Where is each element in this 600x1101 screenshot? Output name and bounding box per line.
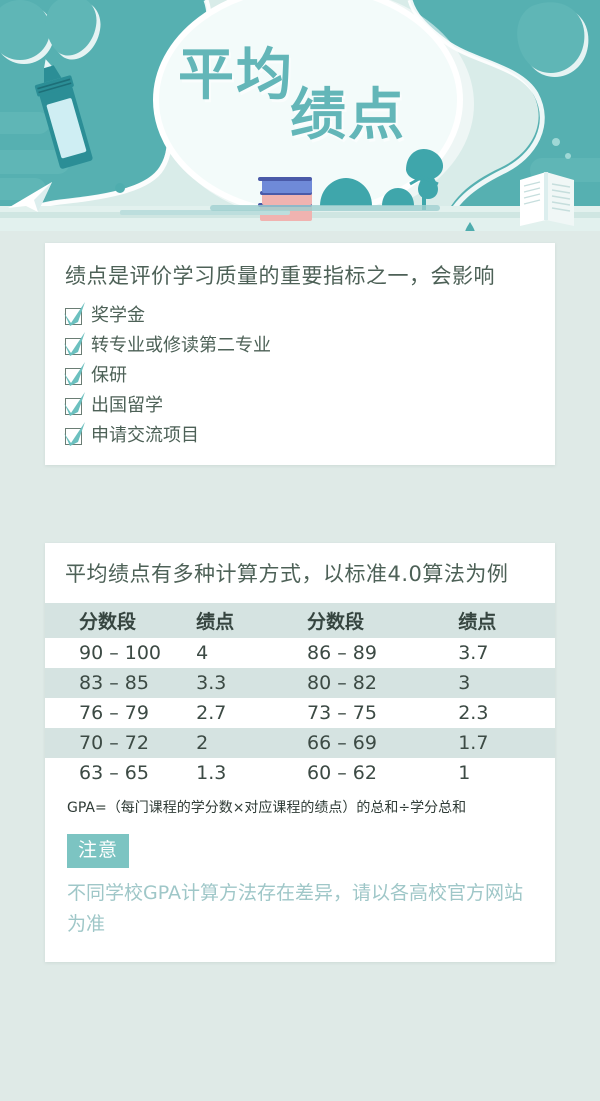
score-range-cell: 83 – 85: [79, 672, 149, 694]
score-range-cell: 86 – 89: [307, 642, 377, 664]
table-header-row: 分数段 绩点 分数段 绩点: [45, 603, 555, 638]
list-item[interactable]: 出国留学: [64, 391, 535, 421]
score-range-cell: 70 – 72: [79, 732, 149, 754]
gpa-formula: GPA=（每门课程的学分数×对应课程的绩点）的总和÷学分总和: [67, 800, 467, 816]
table-row: 90 – 100 4 86 – 89 3.7: [45, 638, 555, 668]
column-header: 绩点: [196, 611, 235, 633]
gpa-cell: 3: [458, 672, 471, 694]
score-range-cell: 63 – 65: [79, 762, 149, 784]
gpa-cell: 3.7: [458, 642, 489, 664]
checkbox-icon: [64, 331, 85, 356]
gpa-cell: 1.7: [458, 732, 489, 754]
influence-heading: 绩点是评价学习质量的重要指标之一，会影响: [65, 264, 495, 288]
checkbox-icon: [64, 391, 85, 416]
table-row: 76 – 79 2.7 73 – 75 2.3: [45, 698, 555, 728]
list-item[interactable]: 转专业或修读第二专业: [64, 331, 535, 361]
gpa-cell: 3.3: [196, 672, 227, 694]
calculation-card: 平均绩点有多种计算方式，以标准4.0算法为例 分数段 绩点 分数段 绩点 90 …: [45, 543, 555, 962]
score-range-cell: 73 – 75: [307, 702, 377, 724]
gpa-cell: 2: [196, 732, 209, 754]
column-header: 分数段: [307, 611, 365, 633]
score-range-cell: 80 – 82: [307, 672, 377, 694]
column-header: 绩点: [458, 611, 497, 633]
calculation-heading: 平均绩点有多种计算方式，以标准4.0算法为例: [65, 562, 509, 586]
influence-card: 绩点是评价学习质量的重要指标之一，会影响 奖学金 转专业或修读第二专业 保研 出…: [45, 243, 555, 465]
table-row: 63 – 65 1.3 60 – 62 1: [45, 758, 555, 788]
checkbox-icon: [64, 301, 85, 326]
page-banner: 平均 绩点: [0, 0, 600, 231]
list-item-label: 出国留学: [91, 395, 163, 416]
table-row: 70 – 72 2 66 – 69 1.7: [45, 728, 555, 758]
list-item[interactable]: 申请交流项目: [64, 421, 535, 451]
notice-badge: 注意: [67, 834, 130, 868]
score-range-cell: 66 – 69: [307, 732, 377, 754]
banner-illustration: [0, 0, 600, 231]
score-range-cell: 60 – 62: [307, 762, 377, 784]
gpa-cell: 2.3: [458, 702, 489, 724]
list-item-label: 申请交流项目: [91, 425, 199, 446]
checkbox-icon: [64, 361, 85, 386]
score-range-cell: 76 – 79: [79, 702, 149, 724]
score-range-cell: 90 – 100: [79, 642, 162, 664]
gpa-cell: 4: [196, 642, 209, 664]
list-item-label: 转专业或修读第二专业: [91, 335, 271, 356]
table-row: 83 – 85 3.3 80 – 82 3: [45, 668, 555, 698]
influence-check-list: 奖学金 转专业或修读第二专业 保研 出国留学 申请交流项目: [64, 301, 535, 451]
gpa-cell: 1: [458, 762, 471, 784]
list-item-label: 保研: [91, 365, 127, 386]
list-item[interactable]: 保研: [64, 361, 535, 391]
gpa-cell: 2.7: [196, 702, 227, 724]
checkbox-icon: [64, 421, 85, 446]
gpa-table: 分数段 绩点 分数段 绩点 90 – 100 4 86 – 89 3.7 83 …: [45, 603, 555, 788]
notice-text: 不同学校GPA计算方法存在差异，请以各高校官方网站为准: [67, 882, 523, 935]
column-header: 分数段: [79, 611, 137, 633]
gpa-cell: 1.3: [196, 762, 227, 784]
list-item-label: 奖学金: [91, 305, 145, 326]
list-item[interactable]: 奖学金: [64, 301, 535, 331]
